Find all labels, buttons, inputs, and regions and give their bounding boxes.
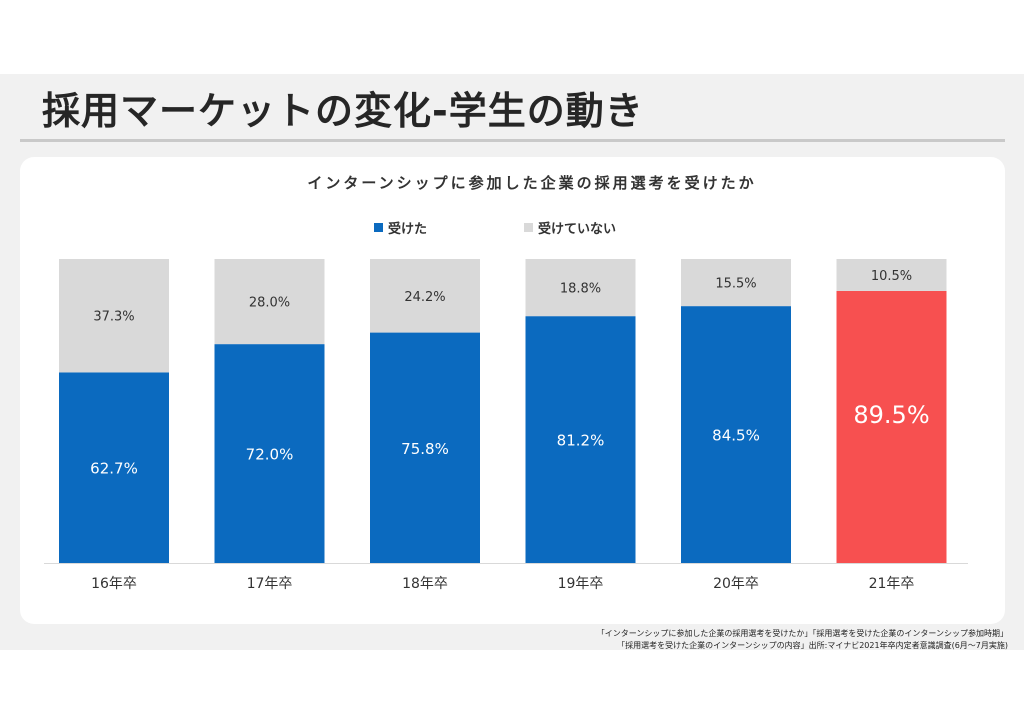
data-label-received-6: 89.5% [853,401,929,429]
bar-received-5 [681,306,791,563]
data-label-not-received-5: 15.5% [715,277,756,292]
category-label-6: 21年卒 [869,576,915,592]
bar-not-received-1 [59,259,169,373]
bar-not-received-5 [681,259,791,307]
bar-not-received-3 [370,259,480,333]
category-label-5: 20年卒 [713,576,759,592]
bar-received-6 [836,290,947,563]
category-label-3: 18年卒 [402,576,448,592]
data-label-received-4: 81.2% [557,432,605,450]
category-label-2: 17年卒 [247,576,293,592]
source-footnote: 「インターンシップに参加した企業の採用選考を受けたか」「採用選考を受けた企業のイ… [308,628,1008,652]
legend-label-2: 受けていない [538,221,616,237]
bar-received-4 [525,316,636,563]
data-label-not-received-2: 28.0% [249,296,290,311]
footnote-line-2: 「採用選考を受けた企業のインターンシップの内容」出所:マイナビ2021年卒内定者… [617,641,1008,650]
bar-not-received-4 [525,259,636,317]
category-label-4: 19年卒 [558,576,604,592]
bar-received-2 [214,344,325,563]
data-label-not-received-4: 18.8% [560,282,601,297]
data-label-not-received-6: 10.5% [871,269,912,284]
chart-title: インターンシップに参加した企業の採用選考を受けたか [307,174,756,192]
legend-label-1: 受けた [388,221,427,237]
bar-not-received-6 [836,259,947,291]
data-label-received-1: 62.7% [90,460,138,478]
data-label-not-received-3: 24.2% [404,290,445,305]
data-label-received-5: 84.5% [712,427,760,445]
category-label-1: 16年卒 [91,576,137,592]
legend-swatch-1 [374,223,383,232]
footnote-line-1: 「インターンシップに参加した企業の採用選考を受けたか」「採用選考を受けた企業のイ… [596,629,1008,638]
data-label-not-received-1: 37.3% [93,310,134,325]
bar-received-1 [59,372,169,563]
bar-not-received-2 [214,259,325,345]
title-divider [20,139,1005,142]
legend-swatch-2 [524,223,533,232]
page-title: 採用マーケットの変化-学生の動き [42,89,644,133]
bar-received-3 [370,332,480,563]
data-label-received-2: 72.0% [246,446,294,464]
data-label-received-3: 75.8% [401,440,449,458]
